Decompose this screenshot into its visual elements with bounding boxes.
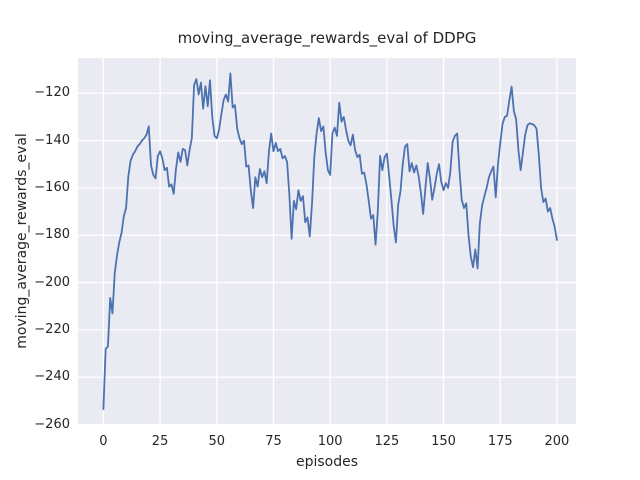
- y-tick-label: −180: [34, 227, 70, 243]
- y-tick-label: −220: [34, 321, 70, 337]
- x-tick-label: 25: [151, 434, 169, 449]
- x-tick-label: 50: [208, 434, 226, 449]
- x-tick-label: 200: [544, 434, 570, 449]
- y-tick-label: −160: [34, 179, 70, 195]
- y-tick-label: −120: [34, 85, 70, 101]
- x-tick-label: 0: [99, 434, 108, 449]
- x-tick-label: 150: [431, 434, 456, 449]
- x-tick-label: 125: [374, 434, 400, 449]
- y-tick-label: −200: [34, 274, 70, 290]
- y-tick-label: −140: [34, 132, 70, 148]
- x-tick-label: 75: [265, 434, 282, 449]
- y-tick-label: −260: [34, 416, 70, 432]
- chart-title: moving_average_rewards_eval of DDPG: [177, 29, 477, 47]
- x-tick-label: 175: [487, 434, 513, 449]
- series-line: [102, 72, 558, 411]
- y-tick-label: −240: [34, 369, 70, 385]
- x-axis-label: episodes: [295, 454, 359, 470]
- x-tick-label: 100: [317, 434, 343, 449]
- chart-canvas: [78, 58, 576, 425]
- plot-area: [78, 58, 576, 425]
